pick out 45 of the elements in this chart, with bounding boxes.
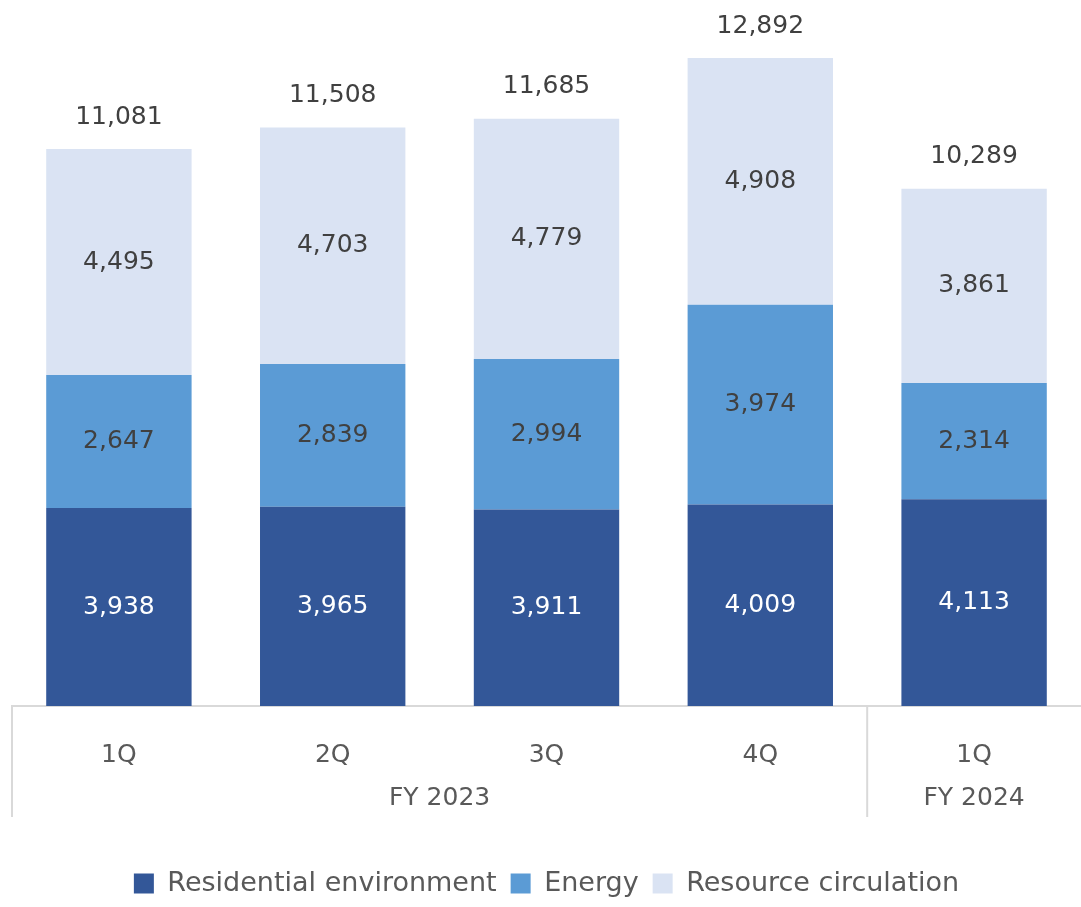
total-label: 12,892 <box>716 9 805 39</box>
bar <box>473 509 620 706</box>
legend-label: Residential environment <box>167 865 497 897</box>
bar <box>687 504 833 706</box>
data-label: 2,314 <box>938 424 1010 454</box>
data-label: 3,861 <box>938 269 1010 299</box>
bar <box>687 58 833 305</box>
total-label: 10,289 <box>930 140 1018 170</box>
x-tick-label: 3Q <box>528 738 565 768</box>
data-label: 2,647 <box>83 425 155 455</box>
x-tick-label: 1Q <box>101 738 137 768</box>
data-label: 3,965 <box>296 589 369 619</box>
data-label: 4,908 <box>724 164 797 194</box>
bar <box>46 149 192 375</box>
data-label: 4,703 <box>296 229 369 259</box>
data-label: 4,495 <box>83 245 155 275</box>
data-label: 4,779 <box>510 222 583 252</box>
bar <box>901 382 1047 500</box>
x-tick-label: 4Q <box>742 738 779 768</box>
data-label: 2,839 <box>296 418 369 448</box>
bar <box>260 363 406 507</box>
data-label: 2,994 <box>510 417 583 447</box>
x-tick-label: 2Q <box>314 738 351 768</box>
total-label: 11,081 <box>75 100 163 130</box>
bar <box>901 499 1047 706</box>
text: FY 2024 <box>923 781 1025 811</box>
data-label: 3,974 <box>724 388 797 418</box>
x-tick-label: 1Q <box>956 738 992 768</box>
bar <box>46 374 192 509</box>
bar <box>473 358 620 510</box>
legend-label: Resource circulation <box>686 865 960 897</box>
data-label: 4,009 <box>724 588 797 618</box>
bar <box>901 188 1047 383</box>
total-label: 11,508 <box>288 79 377 109</box>
total-label: 11,685 <box>502 70 591 100</box>
bar <box>687 304 833 505</box>
bar <box>260 127 406 364</box>
data-label: 3,911 <box>510 591 583 621</box>
bar <box>46 508 192 706</box>
bar <box>473 118 620 359</box>
bar <box>260 506 406 706</box>
text: FY 2023 <box>388 781 491 811</box>
legend-label: Energy <box>544 865 639 897</box>
data-label: 4,113 <box>938 586 1010 616</box>
data-label: 3,938 <box>83 590 155 620</box>
